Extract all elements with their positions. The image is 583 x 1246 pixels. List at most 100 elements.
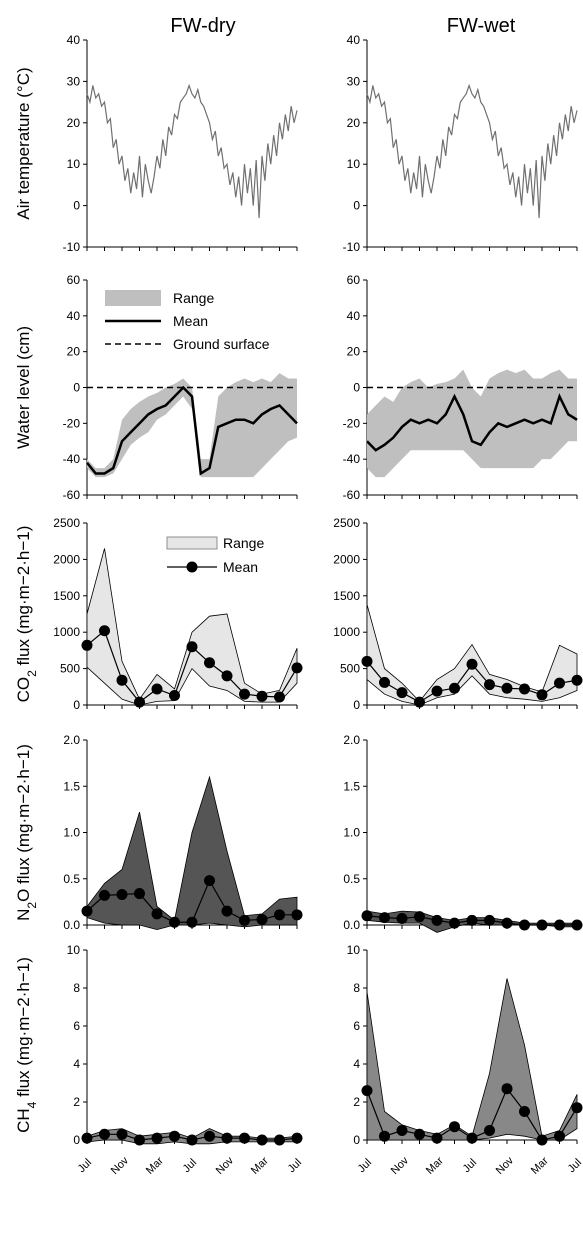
- mean-point: [239, 688, 250, 700]
- y-tick-label: 1000: [333, 625, 360, 639]
- mean-point: [81, 1132, 93, 1144]
- y-tick-label: 4: [73, 1057, 80, 1071]
- mean-point: [221, 1132, 233, 1144]
- y-tick-label: 1500: [333, 589, 360, 603]
- mean-point: [151, 683, 163, 695]
- mean-point: [361, 655, 373, 667]
- y-tick-label: 0.5: [63, 872, 80, 886]
- mean-point: [536, 1134, 548, 1146]
- mean-point: [379, 912, 390, 924]
- mean-point: [204, 1130, 215, 1142]
- y-tick-label: 60: [347, 273, 361, 287]
- y-tick-label: 20: [67, 116, 81, 130]
- mean-point: [169, 1130, 180, 1142]
- y-tick-label: 8: [353, 981, 360, 995]
- legend-range-label: Range: [173, 290, 214, 306]
- y-tick-label: 30: [67, 74, 81, 88]
- legend-mean-marker: [186, 561, 198, 573]
- panel-n2o-wet: 0.0 0.5 1.0 1.5 2.0: [343, 733, 583, 933]
- panel-water-level-wet: -60 -40 -20 0 20 40 60: [343, 273, 578, 502]
- mean-point: [99, 1128, 110, 1140]
- mean-point: [116, 674, 128, 686]
- legend-ground-label: Ground surface: [173, 336, 270, 352]
- panel-co2-wet: 0 500 1000 1500 2000 2500: [333, 516, 583, 712]
- month-label: Mar: [249, 1155, 271, 1177]
- mean-point: [536, 689, 548, 701]
- mean-point: [414, 911, 425, 923]
- y-tick-label: -20: [63, 416, 81, 430]
- mean-line: [86, 385, 298, 476]
- mean-point: [186, 641, 198, 653]
- y-tick-label: 40: [347, 33, 361, 47]
- mean-point: [134, 888, 145, 900]
- mean-point: [571, 1102, 583, 1114]
- legend-mean-label: Mean: [223, 559, 258, 575]
- mean-point: [169, 690, 180, 702]
- range-band: [87, 373, 297, 478]
- mean-point: [291, 662, 303, 674]
- range-band: [86, 548, 298, 706]
- y-tick-label: 6: [73, 1019, 80, 1033]
- mean-point: [414, 696, 425, 708]
- mean-point: [501, 917, 513, 929]
- legend-mean-label: Mean: [173, 313, 208, 329]
- panel-ch4-wet: 0 2 4 6 8 10: [347, 943, 583, 1147]
- mean-point: [274, 691, 285, 703]
- y-tick-label: 2.0: [343, 733, 360, 747]
- mean-point: [466, 658, 478, 670]
- y-tick-label: -40: [63, 452, 81, 466]
- mean-point: [134, 1134, 145, 1146]
- mean-point: [396, 913, 408, 925]
- month-label: Jul: [286, 1157, 304, 1175]
- month-label: Nov: [494, 1154, 517, 1177]
- y-tick-label: 0: [353, 381, 360, 395]
- y-tick-label: 10: [67, 157, 81, 171]
- mean-point: [204, 875, 215, 887]
- month-label: Mar: [529, 1155, 551, 1177]
- panel-n2o-dry: 0.0 0.5 1.0 1.5 2.0 N2O flux (mg·m−2·h−1): [14, 733, 303, 932]
- panel-water-level-dry: -60 -40 -20 0 20 40 60 Water level (cm) Range Mea…: [14, 273, 298, 502]
- mean-point: [431, 1132, 443, 1144]
- y-tick-label: 0: [73, 698, 80, 712]
- y-tick-label: 0: [73, 1133, 80, 1147]
- legend-range-swatch: [166, 536, 218, 550]
- mean-point: [204, 657, 215, 669]
- y-axis-label: CH4 flux (mg·m−2·h−1): [14, 957, 39, 1133]
- y-tick-label: 0: [353, 1133, 360, 1147]
- y-tick-label: 0: [73, 199, 80, 213]
- mean-point: [554, 919, 565, 931]
- mean-point: [536, 919, 548, 931]
- range-band: [366, 604, 578, 706]
- y-tick-label: 20: [347, 345, 361, 359]
- mean-point: [484, 679, 495, 691]
- y-tick-label: 1.5: [63, 779, 80, 793]
- mean-point: [431, 914, 443, 926]
- y-axis-label: Water level (cm): [14, 326, 33, 449]
- mean-point: [449, 682, 460, 694]
- month-labels: Jul Nov Mar Jul Nov Mar Jul Jul Nov Mar Jul Nov Mar J…: [76, 1154, 583, 1177]
- mean-point: [274, 909, 285, 921]
- mean-point: [519, 1106, 530, 1117]
- panel-air-temp-wet: -10 0 10 20 30 40: [343, 33, 578, 254]
- y-tick-label: 40: [67, 33, 81, 47]
- y-tick-label: 4: [353, 1057, 360, 1071]
- y-tick-label: 1000: [53, 625, 80, 639]
- mean-point: [501, 682, 513, 694]
- month-label: Mar: [144, 1155, 166, 1177]
- month-label: Jul: [461, 1157, 479, 1175]
- y-tick-label: -10: [63, 240, 81, 254]
- mean-point: [221, 905, 233, 917]
- range-band: [366, 978, 578, 1141]
- mean-point: [221, 670, 233, 682]
- mean-point: [81, 639, 93, 651]
- y-tick-label: 2: [73, 1095, 80, 1109]
- mean-point: [81, 905, 93, 917]
- y-tick-label: -60: [63, 488, 81, 502]
- mean-point: [239, 914, 250, 926]
- mean-point: [291, 1132, 303, 1144]
- mean-point: [256, 690, 268, 702]
- column-title-dry: FW-dry: [170, 15, 235, 37]
- y-tick-label: 500: [60, 662, 80, 676]
- mean-point: [186, 1134, 198, 1146]
